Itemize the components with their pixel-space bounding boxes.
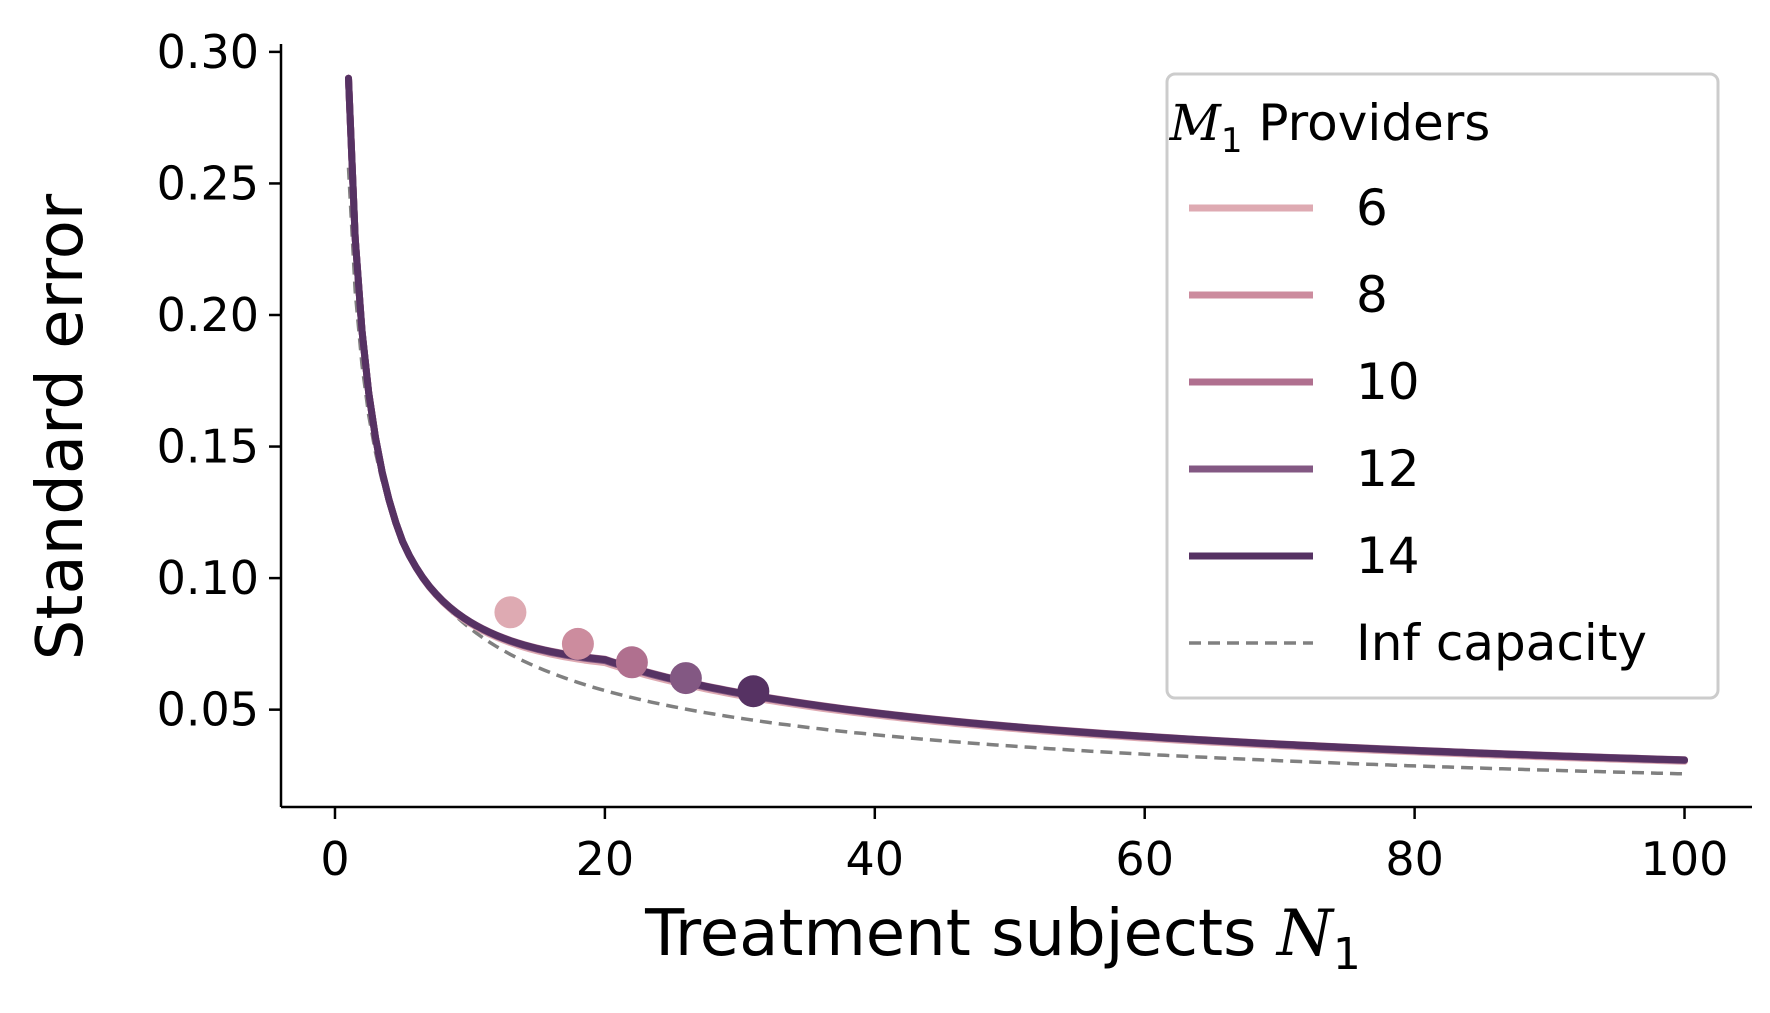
x-tick-label: 20 [576,832,635,886]
legend-label-12: 12 [1356,440,1420,498]
legend-frame [1165,72,1720,700]
y-ticks: 0.05 0.10 0.15 0.20 0.25 0.30 [157,25,281,737]
legend-label-inf-capacity: Inf capacity [1356,614,1647,672]
series-marker-8 [561,627,594,660]
marker-group [494,596,770,708]
series-marker-12 [669,662,702,695]
x-tick-label: 0 [320,832,349,886]
x-tick-label: 100 [1641,832,1729,886]
legend-label-10: 10 [1356,353,1420,411]
inf-capacity-line [346,167,1685,776]
legend-title: M1 Providers [1169,94,1491,161]
y-tick-label: 0.30 [157,25,259,79]
series-marker-6 [494,596,527,629]
legend-entries: 6 8 10 12 14 Inf capacity [1189,179,1647,672]
x-tick-label: 80 [1385,832,1444,886]
legend-label-14: 14 [1356,527,1420,585]
x-axis-label: Treatment subjects N1 [644,897,1361,980]
y-tick-label: 0.10 [157,551,259,605]
y-axis-label: Standard error [24,193,98,660]
series-marker-14 [737,675,770,708]
legend-label-8: 8 [1356,266,1388,324]
y-tick-label: 0.15 [157,420,259,474]
legend: M1 Providers 6 8 10 12 14 Inf capacity [1165,72,1720,700]
y-tick-label: 0.25 [157,156,259,210]
x-ticks: 0 20 40 60 80 100 [320,807,1728,886]
x-tick-label: 40 [846,832,905,886]
x-tick-label: 60 [1115,832,1174,886]
y-tick-label: 0.05 [157,683,259,737]
plot-area [345,74,1688,776]
axes: 0 20 40 60 80 100 0.05 0.10 0.15 0.20 0.25 0.30 [157,25,1752,886]
series-marker-10 [615,646,648,679]
legend-label-6: 6 [1356,179,1388,237]
y-tick-label: 0.20 [157,288,259,342]
